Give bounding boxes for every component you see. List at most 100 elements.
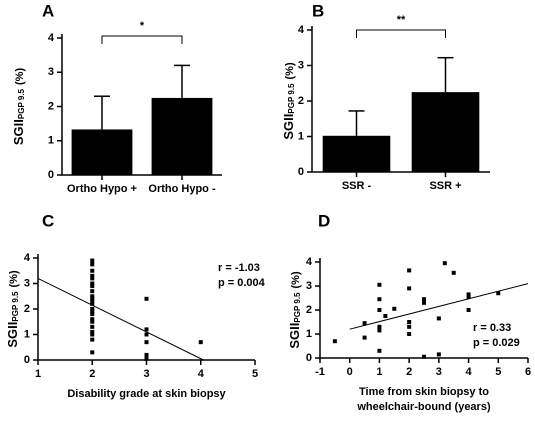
y-axis-label: SGIIPGP 9.5 (%) xyxy=(11,68,26,146)
y-tick-label: 1 xyxy=(48,135,54,147)
point xyxy=(90,350,95,355)
y-axis-label: SGIIPGP 9.5 (%) xyxy=(281,62,296,140)
point xyxy=(422,300,426,305)
x-tick-label: 3 xyxy=(436,366,442,378)
x-tick-label: SSR + xyxy=(429,180,461,192)
point xyxy=(90,258,95,263)
point xyxy=(407,286,412,291)
point xyxy=(90,317,95,322)
y-label-main: SGII xyxy=(281,114,296,140)
point xyxy=(407,320,412,324)
y-label-sub: PGP 9.5 xyxy=(287,83,296,114)
bar xyxy=(322,135,391,172)
point xyxy=(436,316,441,321)
point xyxy=(144,352,149,357)
point xyxy=(422,354,426,359)
y-label-sub: PGP 9.5 xyxy=(11,291,20,322)
annotation: r = -1.03 xyxy=(218,262,260,274)
x-tick-label: 6 xyxy=(525,366,531,378)
point xyxy=(90,332,95,337)
x-tick-label: Ortho Hypo + xyxy=(67,183,137,195)
y-tick-label: 0 xyxy=(298,166,304,178)
x-tick-label: 3 xyxy=(143,368,149,380)
significance-label: * xyxy=(140,20,145,32)
x-tick-label: 2 xyxy=(89,368,95,380)
y-label-unit: (%) xyxy=(14,68,26,85)
point xyxy=(362,321,367,326)
point xyxy=(377,297,382,302)
x-tick-label: 4 xyxy=(198,368,205,380)
y-tick-label: 3 xyxy=(24,277,30,289)
x-tick-label: 5 xyxy=(252,368,258,380)
y-tick-label: 2 xyxy=(48,100,54,112)
point xyxy=(90,329,95,334)
point xyxy=(90,301,95,306)
point xyxy=(144,356,149,361)
point xyxy=(377,328,382,333)
point xyxy=(466,292,471,297)
y-tick-label: 0 xyxy=(48,169,54,181)
point xyxy=(90,273,95,278)
x-axis-label: Disability grade at skin biopsy xyxy=(67,388,226,400)
y-tick-label: 3 xyxy=(306,280,312,292)
point xyxy=(90,309,95,314)
y-label-unit: (%) xyxy=(8,270,20,287)
point xyxy=(466,308,471,312)
bar xyxy=(151,97,213,175)
point xyxy=(90,319,95,324)
y-tick-label: 2 xyxy=(24,303,30,315)
point xyxy=(407,324,412,329)
y-tick-label: 3 xyxy=(298,59,304,71)
significance-bracket xyxy=(101,35,183,44)
point xyxy=(198,340,203,345)
x-tick-label: 4 xyxy=(466,366,473,378)
point xyxy=(362,335,367,340)
x-tick-label: -1 xyxy=(315,366,325,378)
point xyxy=(377,324,382,329)
point xyxy=(144,340,149,345)
annotation: p = 0.004 xyxy=(218,277,266,289)
panel-letter: D xyxy=(318,211,330,230)
y-tick-label: 2 xyxy=(298,95,304,107)
y-tick-label: 0 xyxy=(24,354,30,366)
x-tick-label: 0 xyxy=(347,366,353,378)
point xyxy=(90,289,95,294)
bar xyxy=(71,129,133,175)
y-label-main: SGII xyxy=(11,119,26,145)
y-label-sub: PGP 9.5 xyxy=(17,88,26,119)
x-axis-label: Time from skin biopsy to xyxy=(359,386,489,398)
point xyxy=(90,307,95,311)
point xyxy=(90,262,95,267)
point xyxy=(90,294,95,299)
y-tick-label: 2 xyxy=(306,304,312,316)
fit-line xyxy=(37,277,204,361)
point xyxy=(466,294,471,299)
x-tick-label: 2 xyxy=(406,366,412,378)
point xyxy=(377,308,382,312)
y-tick-label: 4 xyxy=(24,252,31,264)
y-label-unit: (%) xyxy=(290,271,302,288)
x-tick-label: 1 xyxy=(376,366,382,378)
panel-letter: C xyxy=(42,211,54,230)
y-tick-label: 3 xyxy=(48,66,54,78)
y-tick-label: 1 xyxy=(24,328,30,340)
point xyxy=(90,281,95,286)
y-label-main: SGII xyxy=(287,323,302,349)
point xyxy=(442,261,447,266)
point xyxy=(90,299,95,304)
y-axis-label: SGIIPGP 9.5 (%) xyxy=(5,270,20,348)
point xyxy=(90,324,95,329)
panel-letter: B xyxy=(312,1,324,20)
point xyxy=(422,297,426,302)
x-tick-label: 1 xyxy=(35,368,41,380)
significance-label: ** xyxy=(397,14,406,26)
point xyxy=(90,284,95,289)
point xyxy=(90,337,95,342)
point xyxy=(377,282,382,287)
point xyxy=(90,268,95,273)
point xyxy=(144,296,149,301)
y-tick-label: 4 xyxy=(298,24,305,36)
point xyxy=(451,270,456,275)
y-tick-label: 1 xyxy=(298,130,304,142)
point xyxy=(90,276,95,281)
